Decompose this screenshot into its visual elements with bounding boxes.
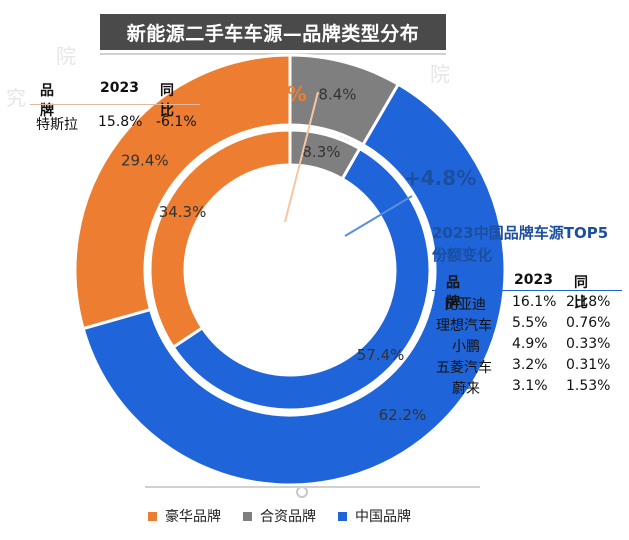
outer-ring-slice-china [81,82,507,487]
top5-row-yoy: 0.76% [566,315,611,331]
legend-label: 合资品牌 [260,509,316,525]
legend-swatch [148,511,157,521]
tesla-header-brand: 品牌 [40,83,54,119]
legend-swatch [338,511,347,521]
inner-ring-slice-china [171,146,432,412]
outer-ring-label-china: 62.2% [379,406,427,424]
outer-ring-label-jv: 8.4% [318,85,356,103]
legend-divider-knob [296,486,308,498]
top5-row-yoy: 2.18% [566,294,611,310]
outer-ring-label-luxury: 29.4% [121,151,169,169]
inner-ring-label-china: 57.4% [357,346,405,364]
top5-table-rule [432,290,622,291]
legend-item-china: 中国品牌 [338,506,411,526]
top5-row-brand: 蔚来 [452,381,480,397]
legend-divider [145,486,480,488]
top5-row-yoy: 1.53% [566,378,611,394]
top5-row-brand: 比亚迪 [444,297,486,313]
tesla-brand: 特斯拉 [36,117,78,133]
luxury-change-callout-line [284,91,319,223]
inner-ring-label-luxury: 34.3% [159,203,207,221]
tesla-yoy: -6.1% [156,114,197,130]
watermark-char: 究 [6,86,26,110]
tesla-header-year: 2023 [100,80,139,96]
chart-title: 新能源二手车车源—品牌类型分布 [100,14,446,50]
tesla-table-rule [30,104,200,105]
legend-item-jv: 合资品牌 [243,506,316,526]
top5-row-yoy: 0.33% [566,336,611,352]
outer-ring-slice-luxury [73,53,292,331]
watermark-char: 院 [430,62,450,86]
tesla-share: 15.8% [98,114,143,130]
china-change-callout-line [344,195,413,237]
top5-row-share: 3.2% [512,357,548,373]
legend-swatch [243,511,252,521]
tesla-header-yoy: 同比 [160,83,174,119]
legend-label: 中国品牌 [355,509,411,525]
top5-header-year: 2023 [514,272,553,288]
watermark-char: 院 [56,44,76,68]
top5-row-yoy: 0.31% [566,357,611,373]
title-underline [100,53,446,55]
legend: 豪华品牌 合资品牌 中国品牌 [148,504,411,528]
legend-item-luxury: 豪华品牌 [148,506,221,526]
top5-row-share: 3.1% [512,378,548,394]
luxury-change-label: -4.9% [243,82,307,106]
inner-ring-label-jv: 8.3% [302,143,340,161]
top5-header-yoy: 同比 [574,275,588,311]
china-change-label: +4.8% [404,166,477,190]
top5-row-brand: 理想汽车 [436,318,492,334]
top5-title: 2023中国品牌车源TOP5份额变化 [432,224,609,264]
top5-header-brand: 品牌 [446,275,460,311]
legend-label: 豪华品牌 [165,509,221,525]
top5-row-share: 16.1% [512,294,557,310]
top5-row-share: 5.5% [512,315,548,331]
top5-row-share: 4.9% [512,336,548,352]
top5-row-brand: 小鹏 [452,339,480,355]
top5-row-brand: 五菱汽车 [436,360,492,376]
